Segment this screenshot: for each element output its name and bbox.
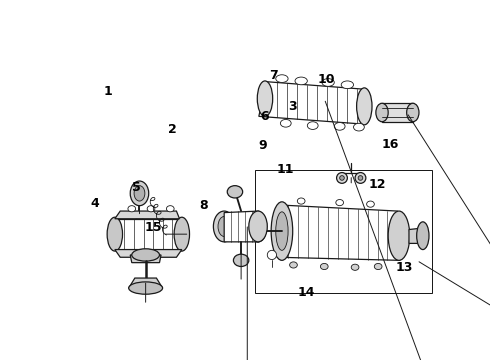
Polygon shape	[382, 103, 413, 122]
Ellipse shape	[374, 264, 382, 270]
Ellipse shape	[388, 211, 410, 260]
Ellipse shape	[268, 250, 276, 260]
Polygon shape	[278, 205, 400, 260]
Ellipse shape	[341, 81, 354, 89]
Ellipse shape	[336, 199, 343, 206]
Text: 10: 10	[318, 73, 335, 86]
Ellipse shape	[376, 103, 388, 122]
Text: 15: 15	[144, 221, 162, 234]
Text: 12: 12	[369, 178, 386, 191]
Ellipse shape	[447, 239, 463, 266]
Ellipse shape	[257, 81, 273, 116]
Ellipse shape	[443, 217, 455, 230]
Ellipse shape	[307, 122, 318, 130]
Polygon shape	[455, 265, 490, 274]
Text: 7: 7	[270, 69, 278, 82]
Ellipse shape	[462, 219, 480, 237]
Ellipse shape	[354, 123, 365, 131]
Polygon shape	[259, 82, 367, 124]
Text: 9: 9	[258, 139, 267, 152]
Text: 11: 11	[276, 163, 294, 176]
Ellipse shape	[150, 235, 156, 241]
Ellipse shape	[250, 220, 266, 242]
Polygon shape	[409, 228, 424, 243]
Polygon shape	[115, 211, 179, 219]
Text: 16: 16	[382, 138, 399, 151]
Text: 6: 6	[260, 110, 269, 123]
Polygon shape	[130, 255, 161, 263]
Ellipse shape	[358, 176, 363, 180]
Ellipse shape	[128, 206, 136, 212]
Text: 4: 4	[90, 198, 99, 211]
Ellipse shape	[276, 75, 288, 82]
Ellipse shape	[322, 78, 334, 86]
Ellipse shape	[297, 198, 305, 204]
Ellipse shape	[448, 274, 462, 297]
Polygon shape	[455, 274, 490, 297]
Ellipse shape	[107, 217, 122, 251]
Ellipse shape	[271, 202, 293, 260]
Ellipse shape	[337, 172, 347, 183]
Ellipse shape	[340, 176, 344, 180]
Ellipse shape	[254, 225, 262, 237]
Text: 14: 14	[297, 286, 315, 299]
Ellipse shape	[280, 120, 291, 127]
Ellipse shape	[233, 254, 249, 266]
Polygon shape	[455, 239, 490, 266]
Ellipse shape	[130, 181, 149, 206]
Text: 13: 13	[395, 261, 413, 274]
Polygon shape	[115, 249, 182, 257]
Polygon shape	[129, 278, 163, 288]
Text: 3: 3	[288, 100, 297, 113]
Text: 2: 2	[168, 123, 176, 136]
Ellipse shape	[295, 77, 307, 85]
Ellipse shape	[334, 122, 345, 130]
Text: 8: 8	[199, 199, 208, 212]
Ellipse shape	[357, 88, 372, 125]
Ellipse shape	[213, 211, 235, 242]
Ellipse shape	[249, 211, 268, 242]
Ellipse shape	[136, 213, 144, 220]
Ellipse shape	[227, 186, 243, 198]
Ellipse shape	[290, 262, 297, 268]
Ellipse shape	[174, 217, 190, 251]
Text: 5: 5	[132, 181, 141, 194]
Polygon shape	[115, 219, 182, 249]
Ellipse shape	[167, 206, 174, 212]
Ellipse shape	[355, 172, 366, 183]
Ellipse shape	[134, 186, 145, 201]
Ellipse shape	[416, 222, 429, 249]
Ellipse shape	[163, 229, 175, 238]
Ellipse shape	[351, 264, 359, 270]
Bar	[255, 170, 432, 293]
Ellipse shape	[367, 201, 374, 207]
Ellipse shape	[320, 264, 328, 270]
Ellipse shape	[129, 282, 163, 294]
Ellipse shape	[218, 216, 230, 237]
Ellipse shape	[407, 103, 419, 122]
Ellipse shape	[147, 206, 155, 212]
Ellipse shape	[132, 249, 160, 261]
Ellipse shape	[276, 212, 288, 250]
Polygon shape	[455, 230, 490, 239]
Text: 1: 1	[103, 85, 112, 98]
Ellipse shape	[465, 222, 476, 233]
Polygon shape	[224, 211, 259, 242]
